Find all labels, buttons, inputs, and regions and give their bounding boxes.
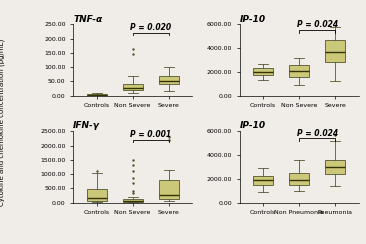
Text: Cytokine and chemokine concentration (pg/mL): Cytokine and chemokine concentration (pg…	[0, 38, 5, 206]
Text: IP-10: IP-10	[240, 15, 266, 24]
PathPatch shape	[123, 199, 143, 202]
PathPatch shape	[87, 189, 107, 201]
Text: P = 0.024: P = 0.024	[297, 20, 338, 29]
Text: TNF-α: TNF-α	[73, 15, 102, 24]
PathPatch shape	[123, 84, 143, 90]
Text: P = 0.020: P = 0.020	[130, 23, 171, 32]
Text: IP-10: IP-10	[240, 122, 266, 131]
PathPatch shape	[289, 173, 309, 185]
Text: P = 0.024: P = 0.024	[297, 129, 338, 138]
PathPatch shape	[253, 68, 273, 75]
PathPatch shape	[289, 65, 309, 77]
PathPatch shape	[87, 94, 107, 95]
PathPatch shape	[325, 40, 345, 62]
Text: P = 0.001: P = 0.001	[130, 130, 171, 139]
Text: IFN-γ: IFN-γ	[73, 122, 100, 131]
PathPatch shape	[159, 76, 179, 84]
PathPatch shape	[253, 176, 273, 185]
PathPatch shape	[325, 160, 345, 174]
PathPatch shape	[159, 180, 179, 199]
